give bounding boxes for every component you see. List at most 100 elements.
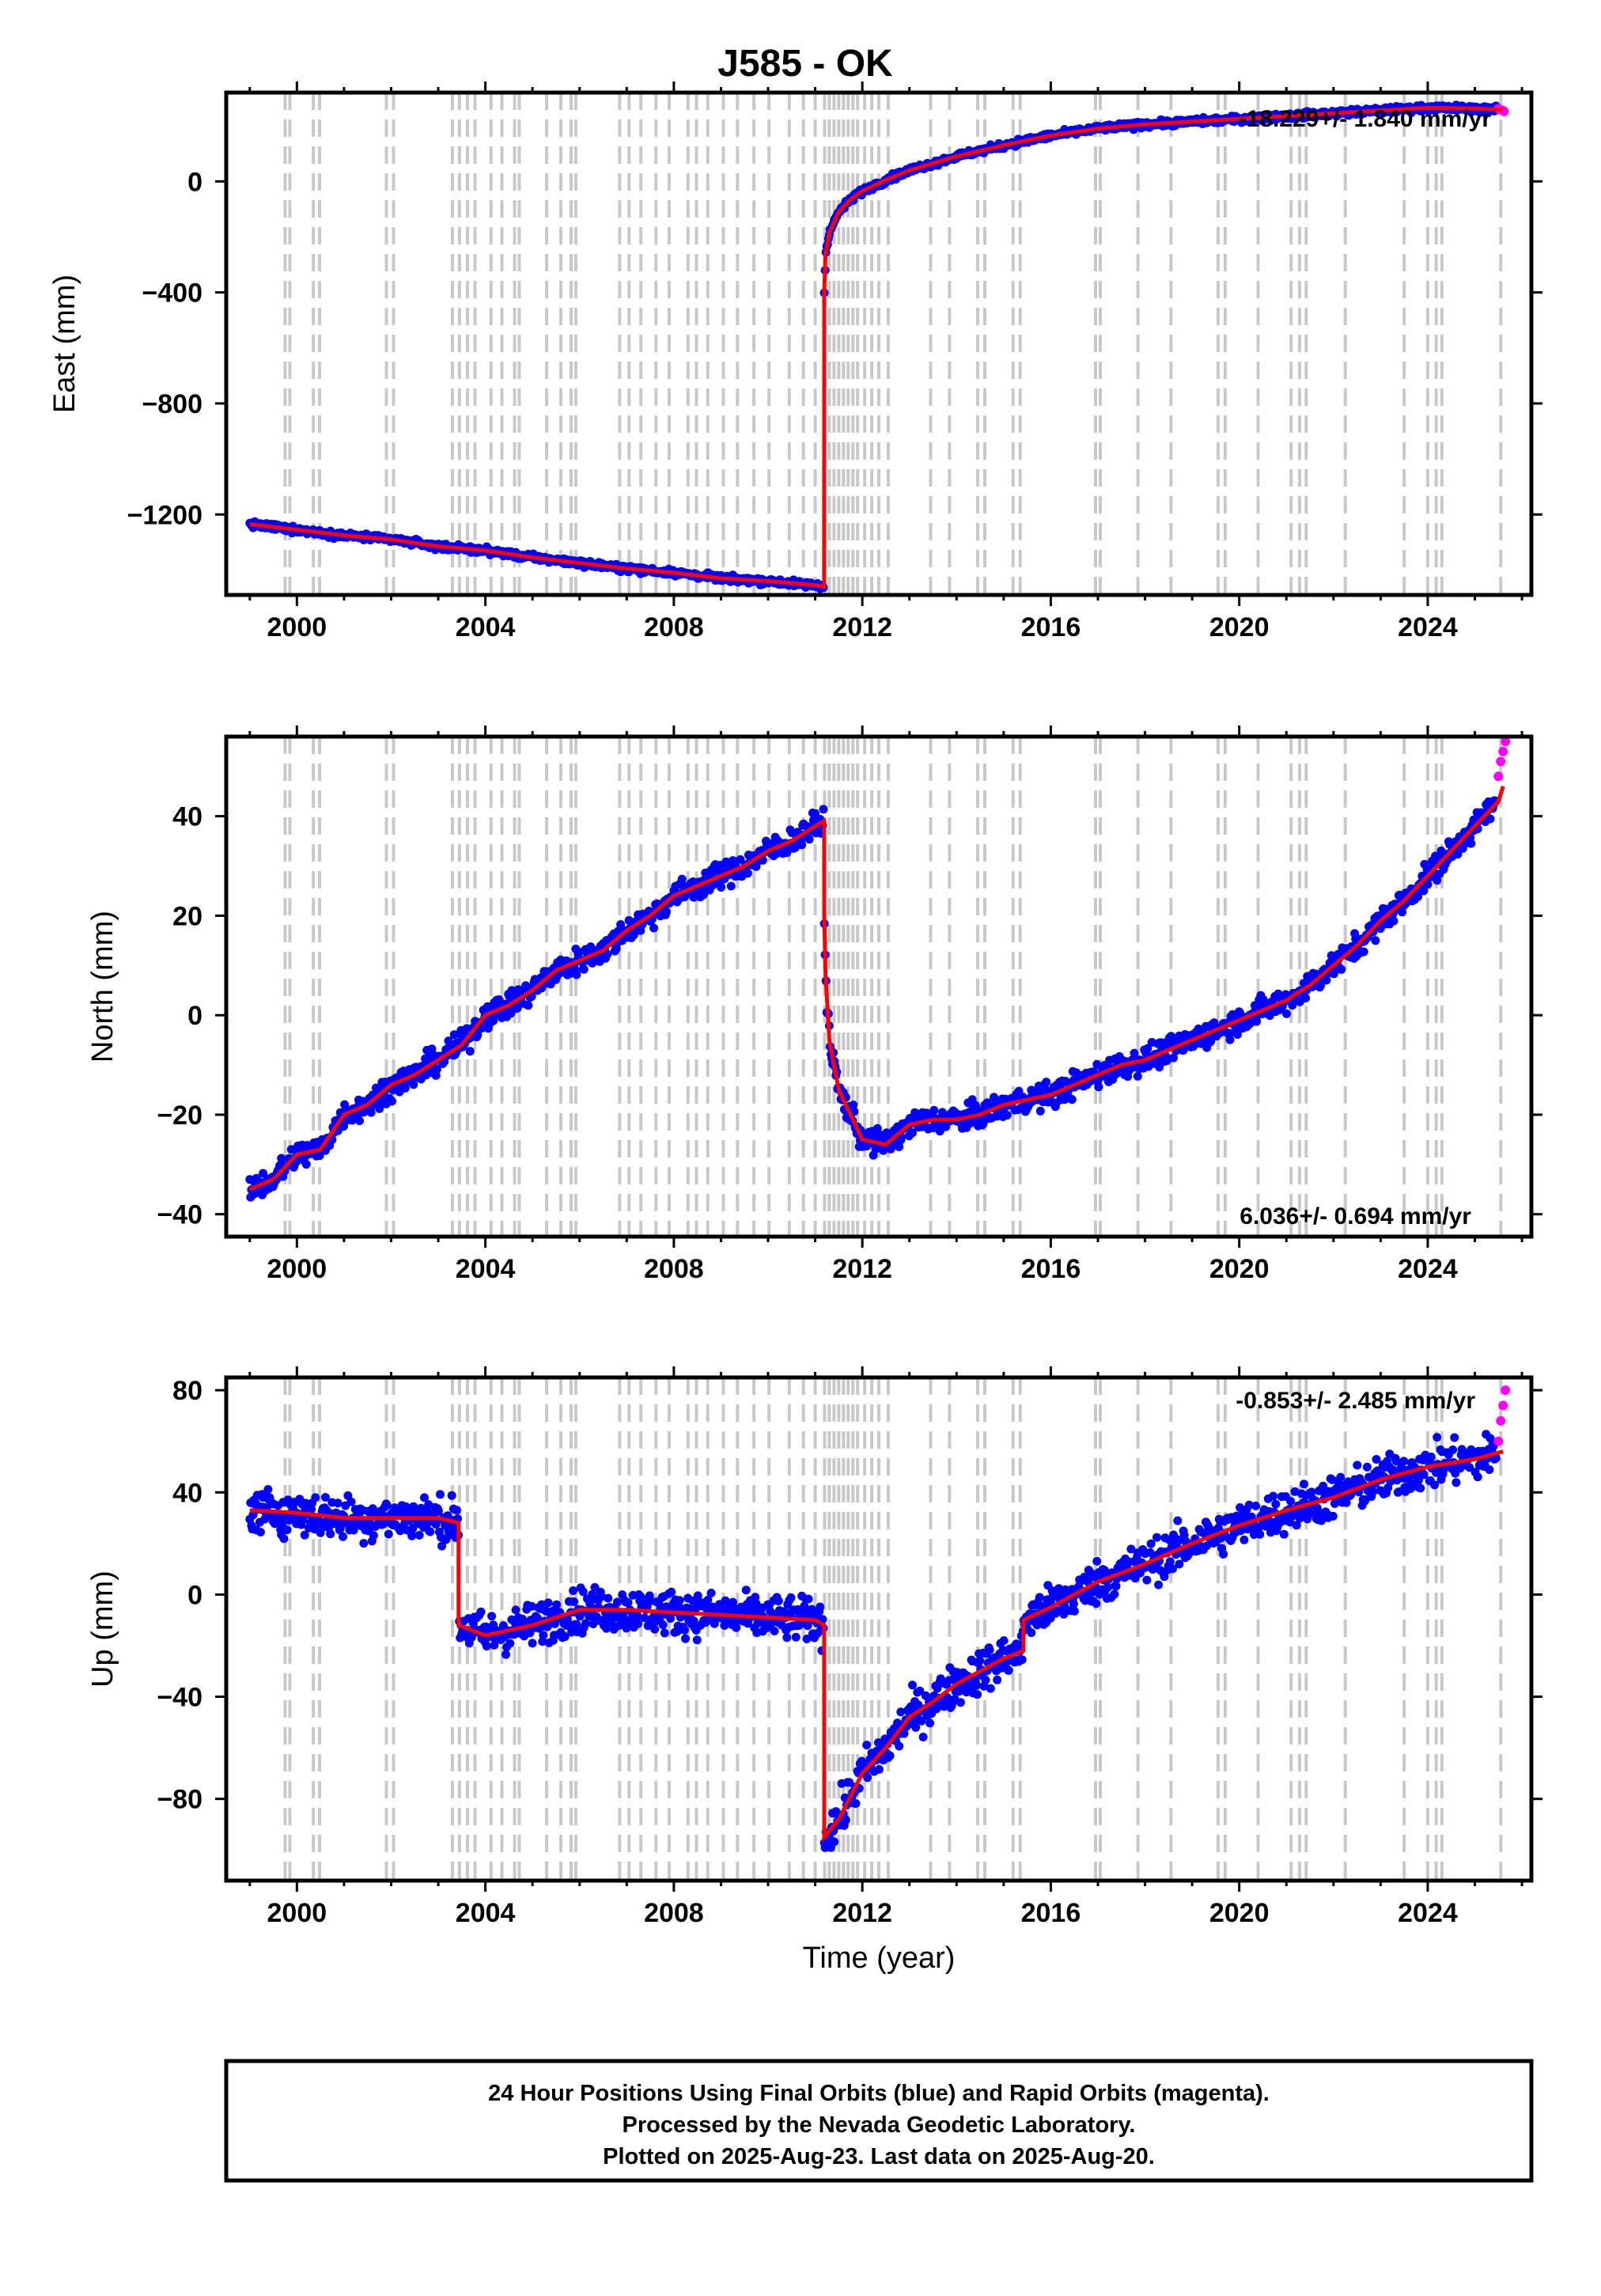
final-orbit-point [677, 874, 687, 884]
final-orbit-point [420, 1493, 429, 1502]
final-orbit-point [899, 1729, 909, 1738]
final-orbit-point [1042, 1078, 1051, 1087]
final-orbit-point [1327, 951, 1336, 960]
final-orbit-point [797, 840, 807, 850]
final-orbit-point [603, 949, 612, 959]
final-orbit-point [1376, 924, 1385, 934]
final-orbit-point [667, 1587, 676, 1597]
caption-line-2: Processed by the Nevada Geodetic Laborat… [623, 2112, 1136, 2138]
final-orbit-point [1292, 1521, 1301, 1530]
final-orbit-point [1486, 814, 1495, 824]
y-tick-label: −20 [157, 1101, 202, 1131]
final-orbit-point [802, 1635, 812, 1643]
final-orbit-point [1473, 1472, 1482, 1482]
final-orbit-point [572, 1620, 581, 1629]
final-orbit-point [278, 1520, 287, 1529]
final-orbit-point [1290, 1487, 1300, 1496]
final-orbit-point [975, 1656, 985, 1665]
final-orbit-point [1448, 1445, 1458, 1454]
panel-2: 2000 2004 2008 2012 2016 2020 202440200−20−40N… [86, 726, 1542, 1284]
final-orbit-point [1160, 1572, 1169, 1582]
final-orbit-point [1092, 1556, 1102, 1566]
final-orbit-point [1094, 1082, 1103, 1092]
x-tick-label: 2004 [456, 1254, 516, 1284]
y-tick-label: −40 [157, 1200, 202, 1230]
rapid-orbit-point [1501, 737, 1511, 747]
x-tick-label: 2008 [644, 1254, 704, 1284]
final-orbit-point [424, 1500, 433, 1510]
final-orbit-point [369, 1531, 378, 1540]
final-orbit-point [633, 1611, 642, 1620]
final-orbit-point [298, 1515, 308, 1525]
final-orbit-point [675, 1596, 684, 1605]
final-orbit-point [993, 1675, 1002, 1684]
final-orbit-point [1165, 1557, 1175, 1567]
final-orbit-point [1175, 1559, 1184, 1569]
x-tick-label: 2008 [644, 1898, 704, 1928]
final-orbit-point [1269, 1491, 1278, 1501]
final-orbit-point [388, 1097, 396, 1106]
final-orbit-point [596, 1592, 606, 1601]
final-orbit-point [1017, 1655, 1027, 1665]
x-tick-label: 2012 [832, 1898, 892, 1928]
final-orbit-point [490, 1640, 499, 1650]
final-orbit-point [248, 1510, 258, 1520]
final-orbit-point [581, 1619, 590, 1628]
final-orbit-point [681, 1634, 690, 1643]
final-orbit-point [895, 1142, 904, 1151]
final-orbit-point [449, 1030, 459, 1040]
final-orbit-point [780, 1607, 789, 1616]
final-orbit-point [816, 1602, 825, 1612]
final-orbit-point [616, 920, 626, 929]
final-orbit-point [1431, 851, 1440, 861]
y-axis-label: North (mm) [86, 911, 119, 1063]
final-orbit-point [482, 1642, 491, 1651]
final-orbit-point [1391, 1457, 1401, 1466]
final-orbit-point [403, 1506, 412, 1516]
final-orbit-point [279, 1534, 289, 1544]
final-orbit-point [1316, 981, 1326, 990]
final-orbit-point [706, 1589, 716, 1597]
x-tick-label: 2020 [1209, 1254, 1270, 1284]
final-orbit-point [1111, 1582, 1121, 1591]
final-orbit-point [1067, 1095, 1077, 1104]
final-orbit-point [300, 1530, 309, 1540]
final-orbit-point [1307, 1487, 1316, 1497]
final-orbit-point [1240, 1535, 1249, 1544]
final-orbit-point [569, 1586, 578, 1595]
final-orbit-point [1162, 1056, 1171, 1066]
final-orbit-point [1126, 1544, 1136, 1554]
final-orbit-point [743, 869, 752, 878]
final-orbit-point [1143, 1044, 1152, 1053]
final-orbit-point [774, 1597, 783, 1606]
final-orbit-point [407, 1531, 417, 1540]
final-orbit-point [915, 1686, 925, 1695]
final-orbit-point [436, 1490, 445, 1499]
final-orbit-point [956, 1698, 965, 1707]
final-orbit-point [255, 1528, 265, 1536]
final-orbit-point [1271, 1499, 1281, 1509]
final-orbit-point [908, 1128, 917, 1138]
final-orbit-point [1251, 1501, 1261, 1510]
y-tick-label: 20 [172, 901, 202, 931]
model-line [249, 1449, 1504, 1843]
final-orbit-point [895, 1741, 904, 1751]
final-orbit-point [619, 1609, 628, 1619]
final-orbit-point [572, 970, 581, 979]
x-tick-label: 2004 [456, 612, 516, 642]
y-tick-label: 0 [187, 167, 202, 197]
final-orbit-point [874, 1764, 884, 1774]
final-orbit-point [574, 947, 584, 957]
final-orbit-point [1322, 976, 1331, 985]
chart-title: J585 - OK [717, 43, 893, 85]
final-orbit-point [863, 1773, 872, 1783]
final-orbit-point [333, 1498, 343, 1508]
y-tick-label: −40 [157, 1683, 202, 1713]
final-orbit-point [804, 1594, 813, 1604]
final-orbit-point [1286, 1497, 1296, 1506]
rapid-orbit-point [1496, 1415, 1506, 1426]
final-orbit-point [384, 1529, 393, 1539]
final-orbit-point [437, 1541, 447, 1551]
final-orbit-point [1169, 1053, 1178, 1063]
final-orbit-point [590, 1582, 600, 1592]
